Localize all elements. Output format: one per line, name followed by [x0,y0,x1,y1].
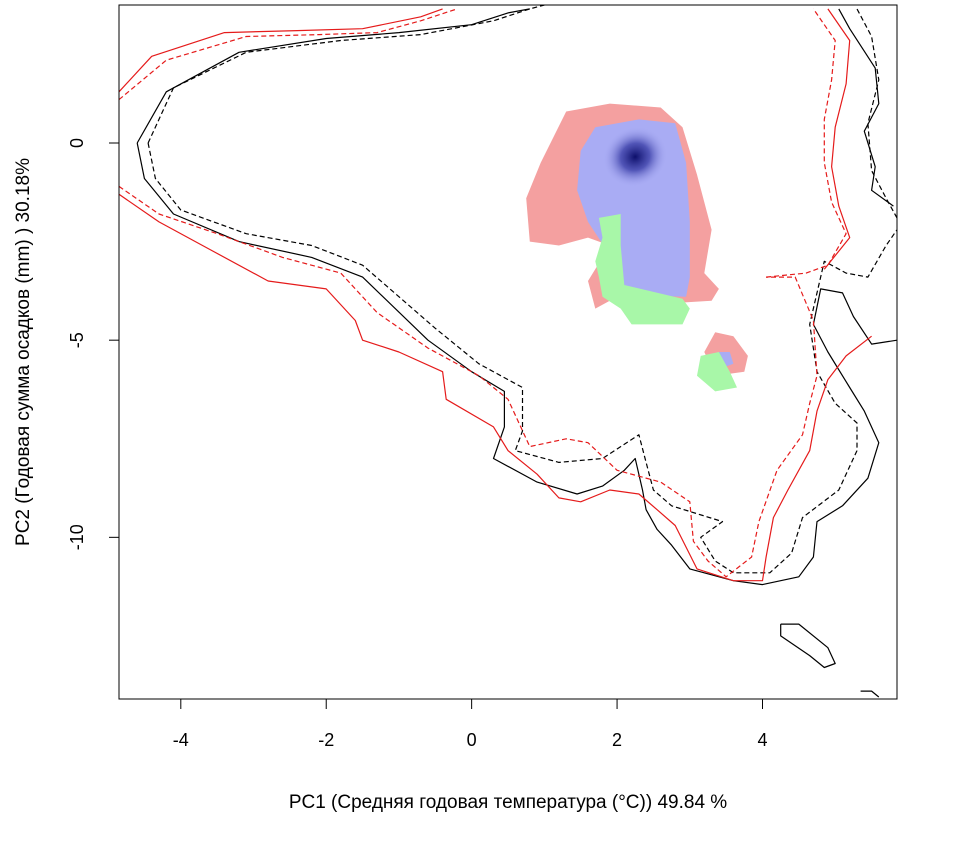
y-axis-title: PC2 (Годовая сумма осадков (mm) ) 30.18% [13,158,34,546]
niche-regions [526,103,748,392]
contour-red-dashed-13 [766,8,847,278]
y-axis: 0 -5 -10 [67,138,120,550]
x-tick-label-2: 0 [467,730,477,750]
contour-black-solid-3 [780,623,836,669]
y-tick-label-0: 0 [67,138,87,148]
contour-black-solid-1 [136,142,897,586]
contour-black-solid-2 [838,8,894,207]
contour-black-dashed-5 [147,5,545,144]
y-tick-label-2: -10 [67,524,87,550]
contour-black-dashed-6 [147,142,897,574]
contour-black-dashed-7 [856,8,897,219]
contour-red-solid-9 [119,193,872,582]
contour-red-dashed-12 [119,185,818,578]
region-green-4 [595,214,690,325]
contour-red-solid-10 [823,8,851,270]
x-tick-label-3: 2 [612,730,622,750]
density-peak [603,126,668,187]
x-tick-label-0: -4 [173,730,189,750]
x-axis: -4 -2 0 2 4 [173,698,767,750]
y-tick-label-1: -5 [67,332,87,348]
x-tick-label-4: 4 [757,730,767,750]
region-green-5 [697,352,737,392]
contour-black-solid-4 [860,690,880,698]
x-tick-label-1: -2 [318,730,334,750]
contour-red-dashed-11 [119,8,458,101]
contour-red-solid-8 [119,8,443,93]
plot-frame [118,4,898,700]
niche-contours [119,5,897,698]
x-axis-title: PC1 (Средняя годовая температура (°C)) 4… [289,792,727,813]
